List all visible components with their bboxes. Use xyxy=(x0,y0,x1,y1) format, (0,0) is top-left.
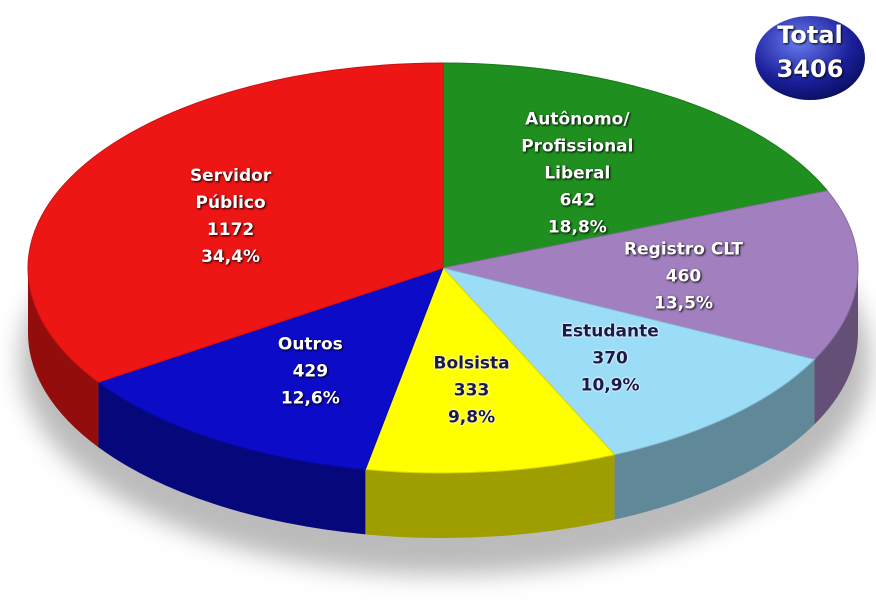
category-label: Estudante xyxy=(561,321,659,342)
value-label: 642 xyxy=(559,190,596,211)
slice-label: Servidor Público 1172 34,4% xyxy=(190,163,271,271)
slice-side xyxy=(365,454,615,538)
value-label: 460 xyxy=(665,266,702,287)
slice xyxy=(364,267,616,474)
slice-label: Outros 429 12,6% xyxy=(278,332,343,413)
slice xyxy=(442,62,829,269)
percent-label: 34,4% xyxy=(201,247,261,268)
value-label: 1172 xyxy=(206,220,255,241)
slice-side xyxy=(28,268,99,448)
slice-label: Autônomo/ Profissional Liberal 642 18,8% xyxy=(521,107,633,242)
total: Total 3406 xyxy=(755,18,865,86)
slice-label: Bolsista 333 9,8% xyxy=(433,351,509,432)
percent-label: 18,8% xyxy=(547,217,607,238)
category-label: Outros xyxy=(277,334,343,355)
value-label: 370 xyxy=(592,348,628,369)
percent-label: 9,8% xyxy=(447,407,496,428)
slice-side xyxy=(614,359,815,520)
category-label: Bolsista xyxy=(433,353,510,374)
slice xyxy=(442,190,859,360)
total-value: 3406 xyxy=(776,55,844,83)
slice xyxy=(97,267,444,470)
slice-label: Registro CLT 460 13,5% xyxy=(624,237,743,318)
value-label: 429 xyxy=(292,361,329,382)
category-label: Autônomo/ Profissional Liberal xyxy=(521,109,634,184)
value-label: 333 xyxy=(453,380,490,401)
category-label: Servidor Público xyxy=(189,166,272,214)
slice xyxy=(441,267,816,456)
percent-label: 12,6% xyxy=(280,388,340,409)
total-label: Total xyxy=(777,21,843,49)
percent-label: 10,9% xyxy=(580,375,640,396)
category-label: Registro CLT xyxy=(624,239,743,260)
percent-label: 13,5% xyxy=(654,293,713,314)
slice-label: Estudante 370 10,9% xyxy=(561,318,658,399)
slice-side xyxy=(814,268,858,425)
total-badge xyxy=(755,16,865,100)
slice xyxy=(27,62,444,383)
